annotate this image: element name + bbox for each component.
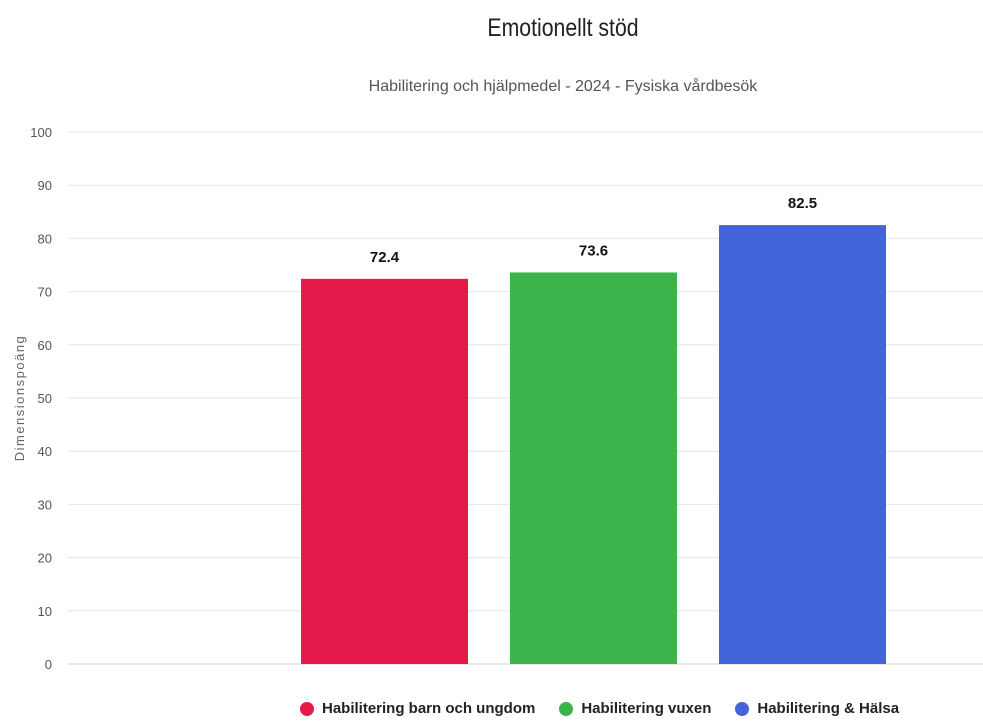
legend-marker-halsa (735, 701, 750, 716)
y-tick-label-70: 70 (38, 285, 52, 300)
bar-1 (510, 272, 677, 664)
legend-marker-vuxen (559, 701, 574, 716)
bar-0 (301, 278, 468, 664)
legend: Habilitering barn och ungdom Habiliterin… (300, 700, 899, 717)
data-label-2: 82.5 (788, 195, 817, 212)
data-label-1: 73.6 (579, 242, 608, 259)
legend-label-halsa: Habilitering & Hälsa (757, 700, 900, 717)
y-tick-label-30: 30 (38, 497, 52, 512)
y-tick-label-60: 60 (38, 338, 52, 353)
y-axis-title: Dimensionspoäng (12, 335, 27, 462)
y-tick-label-40: 40 (38, 444, 52, 459)
legend-item-halsa[interactable]: Habilitering & Hälsa (735, 700, 899, 717)
data-label-0: 72.4 (370, 249, 400, 266)
legend-item-barn-och-ungdom[interactable]: Habilitering barn och ungdom (300, 700, 535, 717)
bar-2 (719, 225, 886, 664)
chart-title: Emotionellt stöd (487, 14, 639, 42)
y-tick-label-90: 90 (38, 178, 52, 193)
legend-label-barn-och-ungdom: Habilitering barn och ungdom (322, 700, 536, 717)
y-tick-label-80: 80 (38, 231, 52, 246)
legend-marker-barn-och-ungdom (300, 701, 314, 716)
legend-item-vuxen[interactable]: Habilitering vuxen (559, 700, 711, 717)
y-tick-label-20: 20 (38, 551, 52, 566)
y-tick-label-10: 10 (38, 604, 52, 619)
chart-subtitle: Habilitering och hjälpmedel - 2024 - Fys… (368, 78, 758, 95)
y-tick-label-100: 100 (30, 125, 52, 140)
y-tick-label-0: 0 (45, 657, 52, 672)
y-tick-label-50: 50 (38, 391, 52, 406)
legend-label-vuxen: Habilitering vuxen (581, 700, 712, 717)
